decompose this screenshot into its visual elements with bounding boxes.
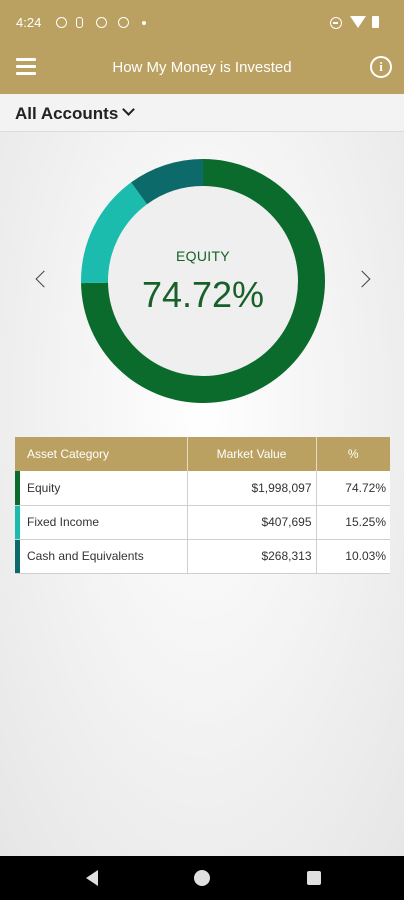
category-label: Fixed Income [27,515,100,529]
color-swatch [15,539,20,573]
app-bar: How My Money is Invested i [0,44,404,94]
notification-icon [96,17,107,28]
system-nav-bar [0,856,404,900]
donut-selected-label: EQUITY [176,248,230,264]
info-icon[interactable]: i [370,56,392,78]
chevron-down-icon [122,103,135,116]
allocation-donut-chart[interactable] [79,157,327,405]
recent-apps-icon[interactable] [307,871,321,885]
category-cell: Equity [15,471,188,506]
percent-cell: 74.72% [316,471,390,506]
column-header-category[interactable]: Asset Category [15,437,188,471]
wifi-icon [350,16,366,28]
back-icon[interactable] [86,870,98,886]
menu-icon[interactable] [16,58,38,78]
status-bar: 4:24 [0,0,404,44]
column-header-market-value[interactable]: Market Value [187,437,317,471]
more-notifications-icon [142,21,146,25]
notification-icon [56,17,67,28]
category-cell: Cash and Equivalents [15,539,188,574]
color-swatch [15,505,20,539]
notification-icon [118,17,129,28]
donut-slice-cash-and-equivalents[interactable] [131,159,203,205]
table-header-row: Asset Category Market Value % [15,437,390,471]
category-label: Equity [27,480,61,495]
table-row[interactable]: Cash and Equivalents $268,313 10.03% [15,539,390,574]
column-header-percent[interactable]: % [316,437,390,471]
main-content: All Accounts EQUITY 74.72% Asset Categor… [0,94,404,856]
chevron-right-icon[interactable] [353,270,371,288]
category-cell: Fixed Income [15,505,188,540]
asset-table: Asset Category Market Value % Equity $1,… [15,437,390,574]
category-label: Cash and Equivalents [27,549,144,563]
market-value-cell: $407,695 [187,505,317,540]
percent-cell: 15.25% [316,505,390,540]
market-value-cell: $1,998,097 [187,471,317,506]
account-selector-label: All Accounts [15,104,119,123]
color-swatch [15,471,20,505]
home-icon[interactable] [194,870,210,886]
donut-selected-value: 74.72% [141,274,265,315]
market-value-cell: $268,313 [187,539,317,574]
account-selector[interactable]: All Accounts [0,94,404,132]
status-time: 4:24 [16,15,42,30]
donut-center [108,186,298,376]
table-row[interactable]: Equity $1,998,097 74.72% [15,471,390,506]
do-not-disturb-icon [330,17,342,29]
header-background [0,0,404,94]
donut-slice-fixed-income[interactable] [81,182,148,284]
chevron-left-icon[interactable] [35,270,53,288]
page-title: How My Money is Invested [112,59,292,76]
notification-icon [76,17,83,28]
table-row[interactable]: Fixed Income $407,695 15.25% [15,505,390,540]
percent-cell: 10.03% [316,539,390,574]
status-right [322,14,392,30]
battery-icon [372,16,379,28]
